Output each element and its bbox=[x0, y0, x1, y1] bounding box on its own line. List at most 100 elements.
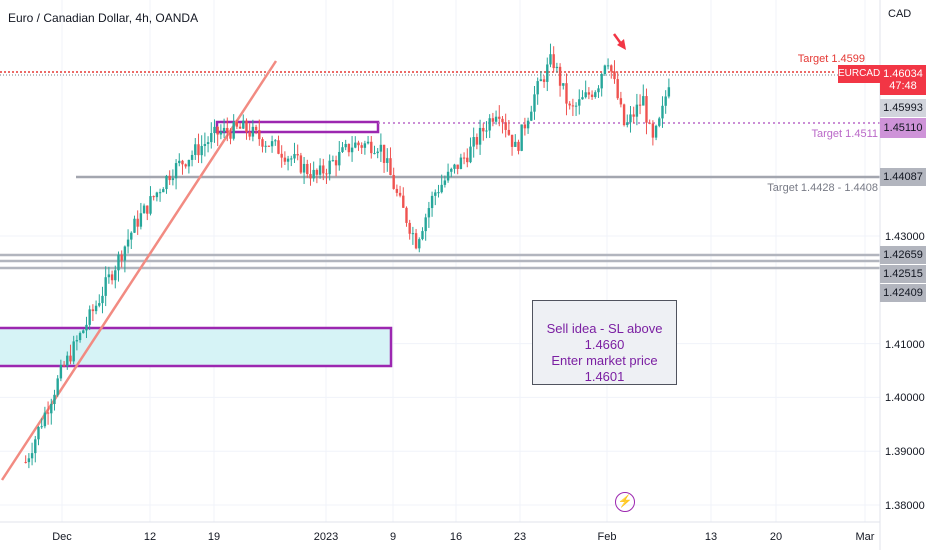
candle-body bbox=[238, 126, 242, 129]
note-line-2: Enter market price 1.4601 bbox=[551, 353, 658, 384]
candle-body bbox=[219, 131, 223, 135]
price-tag-1-42659: 1.42659 bbox=[880, 246, 926, 264]
candle-body bbox=[648, 122, 651, 124]
candle-body bbox=[347, 143, 351, 153]
candle-body bbox=[578, 99, 581, 106]
candle-body bbox=[386, 158, 389, 163]
time-tick-label: 23 bbox=[514, 531, 526, 543]
candle-body bbox=[168, 175, 171, 181]
candle-body bbox=[350, 147, 354, 153]
candle-body bbox=[136, 218, 139, 227]
candle-body bbox=[424, 217, 427, 232]
time-axis[interactable]: Dec 12 19 2023 9 16 23 Feb 13 20 Mar bbox=[52, 531, 875, 543]
candle-body bbox=[213, 126, 216, 134]
candle-body bbox=[558, 66, 562, 86]
price-tag-1-42515: 1.42515 bbox=[880, 265, 926, 283]
candle-body bbox=[437, 192, 440, 194]
trendline[interactable] bbox=[0, 60, 278, 481]
candle-body bbox=[366, 141, 370, 144]
candle-body bbox=[40, 426, 43, 428]
candle-body bbox=[72, 341, 75, 362]
candle-body bbox=[171, 178, 175, 181]
candle-body bbox=[37, 427, 40, 440]
candle-body bbox=[667, 87, 671, 97]
candle-body bbox=[616, 79, 619, 99]
candle-body bbox=[661, 105, 664, 119]
candle-body bbox=[642, 96, 645, 106]
candle-body bbox=[494, 116, 498, 122]
candle-body bbox=[565, 83, 568, 104]
candle-body bbox=[178, 160, 181, 164]
candle-body bbox=[501, 118, 504, 123]
candle-body bbox=[155, 192, 159, 198]
sell-idea-note[interactable]: Sell idea - SL above 1.4660 Enter market… bbox=[532, 300, 677, 385]
candle-body bbox=[299, 155, 303, 173]
candle-body bbox=[536, 81, 539, 95]
candle-body bbox=[482, 127, 485, 132]
candle-body bbox=[478, 127, 482, 145]
candle-body bbox=[645, 96, 648, 123]
candle-body bbox=[462, 157, 466, 159]
candle-body bbox=[62, 364, 66, 366]
candle-body bbox=[98, 303, 101, 306]
candle-body bbox=[571, 105, 575, 107]
price-tick-1-43: 1.43000 bbox=[885, 231, 925, 243]
candle-body bbox=[197, 144, 200, 156]
candle-body bbox=[283, 157, 287, 162]
current-price-tag: 1.46034 47:48 bbox=[880, 65, 926, 95]
candle-body bbox=[552, 54, 555, 69]
target-label-3[interactable]: Target 1.4428 - 1.4408 bbox=[767, 182, 878, 194]
candle-body bbox=[472, 137, 475, 147]
time-tick-label: Mar bbox=[856, 531, 875, 543]
symbol-title[interactable]: Euro / Canadian Dollar, 4h, OANDA bbox=[8, 11, 199, 25]
candle-body bbox=[574, 105, 578, 107]
price-tag-1-44087: 1.44087 bbox=[880, 168, 926, 186]
candle-body bbox=[398, 192, 402, 196]
candle-body bbox=[174, 163, 178, 179]
candle-body bbox=[123, 246, 127, 261]
candle-body bbox=[82, 330, 85, 334]
target-label-2[interactable]: Target 1.4511 bbox=[811, 128, 878, 140]
candle-body bbox=[526, 120, 530, 129]
candle-body bbox=[581, 97, 584, 100]
candle-body bbox=[229, 132, 232, 139]
candle-body bbox=[146, 205, 149, 214]
candle-body bbox=[382, 144, 386, 163]
candle-body bbox=[440, 184, 443, 193]
candle-body bbox=[427, 208, 431, 218]
candle-body bbox=[296, 154, 299, 156]
candle-body bbox=[162, 189, 165, 193]
demand-zone[interactable] bbox=[0, 326, 393, 368]
candle-body bbox=[114, 270, 117, 281]
candle-body bbox=[34, 439, 37, 454]
candle-body bbox=[638, 104, 642, 106]
candle-body bbox=[235, 121, 239, 127]
candle-body bbox=[206, 142, 210, 145]
candle-body bbox=[107, 274, 111, 278]
candle-body bbox=[370, 141, 373, 154]
candle-body bbox=[56, 378, 59, 395]
lightning-icon[interactable]: ⚡ bbox=[615, 492, 635, 512]
candle-body bbox=[507, 129, 511, 135]
candle-body bbox=[66, 355, 69, 366]
candle-body bbox=[606, 65, 610, 67]
candle-body bbox=[514, 141, 517, 147]
candle-body bbox=[78, 333, 82, 341]
candle-body bbox=[453, 164, 456, 169]
price-tag-1-45993: 1.45993 bbox=[880, 99, 926, 117]
candlesticks bbox=[24, 43, 671, 469]
candle-body bbox=[488, 118, 491, 131]
candle-body bbox=[613, 71, 616, 80]
candle-body bbox=[392, 174, 395, 189]
candle-body bbox=[654, 125, 658, 138]
price-tag-1-45110: 1.45110 bbox=[880, 118, 926, 138]
candle-body bbox=[421, 231, 424, 240]
candle-body bbox=[402, 195, 405, 208]
target-label-1[interactable]: Target 1.4599 bbox=[797, 53, 865, 65]
candle-body bbox=[619, 98, 623, 105]
candle-body bbox=[254, 126, 258, 131]
candle-body bbox=[331, 160, 335, 162]
candle-body bbox=[242, 120, 245, 129]
candle-body bbox=[475, 137, 479, 145]
